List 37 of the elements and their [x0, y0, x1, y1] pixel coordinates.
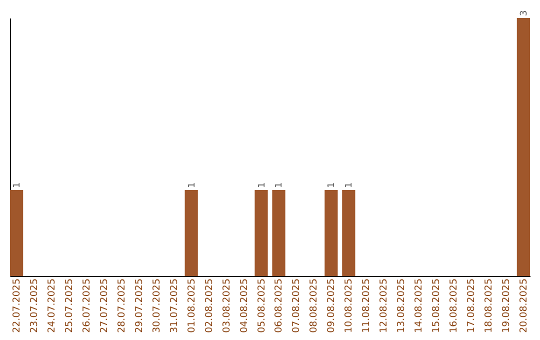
- x-tick-label: 15.08.2025: [431, 278, 442, 333]
- x-tick-label: 04.08.2025: [238, 278, 250, 333]
- x-tick-label: 08.08.2025: [308, 278, 320, 333]
- x-tick-label: 09.08.2025: [326, 278, 338, 333]
- x-tick-label: 01.08.2025: [186, 278, 198, 333]
- data-label: 1: [274, 182, 285, 188]
- data-label: 3: [519, 10, 530, 16]
- x-tick-label: 22.07.2025: [12, 278, 23, 333]
- x-tick-label: 03.08.2025: [221, 278, 232, 333]
- x-tick-label: 17.08.2025: [466, 278, 478, 333]
- x-tick-label: 23.07.2025: [29, 278, 40, 333]
- x-tick-label: 27.07.2025: [98, 278, 110, 333]
- x-tick-label: 05.08.2025: [256, 278, 268, 333]
- x-tick-label: 12.08.2025: [378, 278, 390, 333]
- x-tick-label: 07.08.2025: [291, 278, 302, 333]
- x-tick-label: 29.07.2025: [134, 278, 145, 333]
- x-tick-label: 10.08.2025: [344, 278, 355, 333]
- data-label: 1: [12, 182, 23, 188]
- x-tick-label: 14.08.2025: [414, 278, 425, 333]
- x-tick-label: 30.07.2025: [151, 278, 162, 333]
- x-tick-label: 19.08.2025: [500, 278, 512, 333]
- data-label: 1: [187, 182, 198, 188]
- x-tick-label: 16.08.2025: [448, 278, 460, 333]
- x-tick-label: 13.08.2025: [396, 278, 408, 333]
- x-tick-label: 18.08.2025: [483, 278, 494, 333]
- x-tick-label: 20.08.2025: [518, 278, 530, 333]
- data-label: 1: [344, 182, 355, 188]
- x-tick-label: 26.07.2025: [81, 278, 92, 333]
- x-tick-label: 02.08.2025: [204, 278, 215, 333]
- data-label: 1: [257, 182, 268, 188]
- x-tick-label: 28.07.2025: [116, 278, 128, 333]
- x-tick-label: 24.07.2025: [46, 278, 58, 333]
- x-tick-label: 31.07.2025: [168, 278, 180, 333]
- data-label: 1: [327, 182, 338, 188]
- x-tick-label: 25.07.2025: [64, 278, 75, 333]
- x-tick-label: 06.08.2025: [274, 278, 285, 333]
- x-tick-label: 11.08.2025: [361, 278, 372, 333]
